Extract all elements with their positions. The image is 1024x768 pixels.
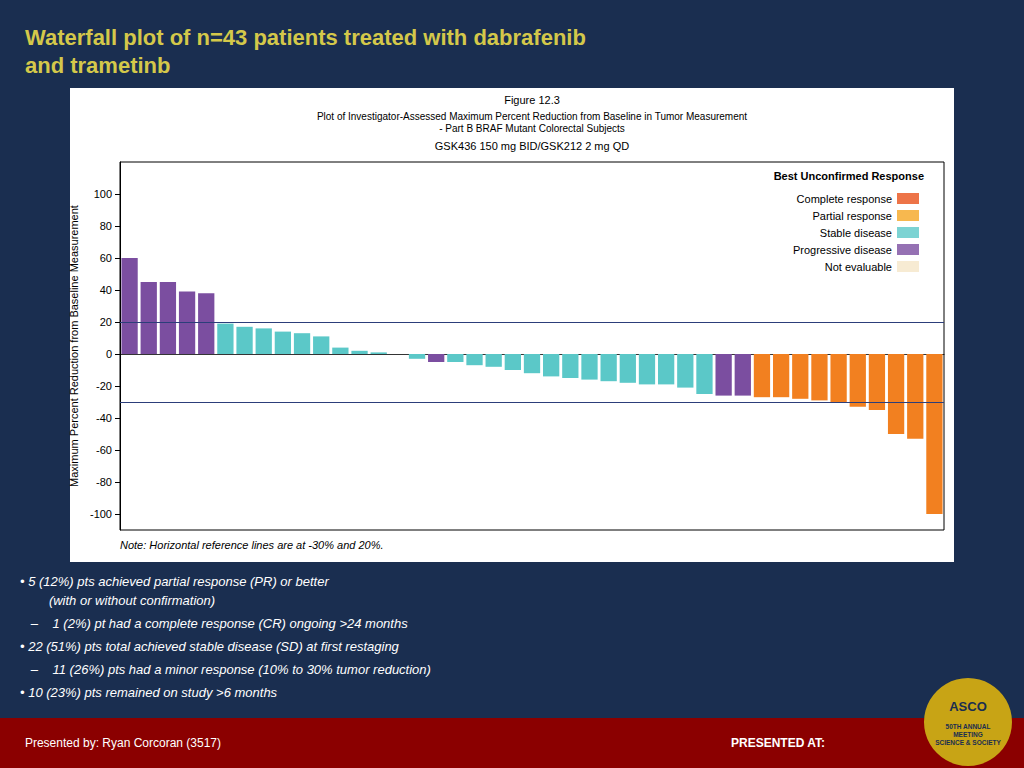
svg-text:- Part B BRAF Mutant Colorecta: - Part B BRAF Mutant Colorectal Subjects xyxy=(439,123,625,134)
svg-text:100: 100 xyxy=(94,188,112,200)
svg-text:• 10 (23%) pts remained on stu: • 10 (23%) pts remained on study >6 mont… xyxy=(20,685,278,700)
svg-text:Maximum Percent Reduction from: Maximum Percent Reduction from Baseline … xyxy=(68,205,80,487)
svg-text:50TH ANNUAL: 50TH ANNUAL xyxy=(946,723,991,730)
svg-text:Best Unconfirmed Response: Best Unconfirmed Response xyxy=(774,170,924,182)
svg-text:Figure 12.3: Figure 12.3 xyxy=(504,94,560,106)
svg-text:• 22 (51%) pts total achieved: • 22 (51%) pts total achieved stable dis… xyxy=(20,639,400,654)
svg-text:-20: -20 xyxy=(96,380,112,392)
svg-text:MEETING: MEETING xyxy=(953,731,983,738)
svg-text:– 11 (26%) pts had a minor: – 11 (26%) pts had a minor response (10%… xyxy=(20,662,431,677)
svg-text:SCIENCE & SOCIETY: SCIENCE & SOCIETY xyxy=(935,739,1001,746)
svg-text:PRESENTED AT:: PRESENTED AT: xyxy=(731,736,825,750)
svg-text:0: 0 xyxy=(106,348,112,360)
svg-text:(with or without confirmation): (with or without confirmation) xyxy=(20,593,215,608)
svg-text:Plot of Investigator-Assessed: Plot of Investigator-Assessed Maximum Pe… xyxy=(317,111,747,122)
svg-text:– 1 (2%) pt had a complete: – 1 (2%) pt had a complete response (CR)… xyxy=(20,616,408,631)
svg-text:and trametinb: and trametinb xyxy=(25,53,170,78)
svg-text:40: 40 xyxy=(100,284,112,296)
svg-text:-40: -40 xyxy=(96,412,112,424)
svg-text:-60: -60 xyxy=(96,444,112,456)
svg-text:60: 60 xyxy=(100,252,112,264)
svg-text:20: 20 xyxy=(100,316,112,328)
svg-text:Not evaluable: Not evaluable xyxy=(825,261,892,273)
svg-text:-100: -100 xyxy=(90,508,112,520)
svg-text:• 5 (12%) pts achieved partial: • 5 (12%) pts achieved partial response … xyxy=(20,574,329,589)
svg-text:Complete response: Complete response xyxy=(797,193,892,205)
svg-text:Stable disease: Stable disease xyxy=(820,227,892,239)
svg-text:Partial response: Partial response xyxy=(813,210,893,222)
svg-text:-80: -80 xyxy=(96,476,112,488)
svg-text:GSK436 150 mg BID/GSK212 2 mg: GSK436 150 mg BID/GSK212 2 mg QD xyxy=(435,140,629,152)
svg-text:Presented by: Ryan Corcoran (3: Presented by: Ryan Corcoran (3517) xyxy=(25,736,221,750)
svg-text:Waterfall plot of n=43 patient: Waterfall plot of n=43 patients treated … xyxy=(25,25,586,50)
svg-text:ASCO: ASCO xyxy=(949,699,987,714)
svg-text:80: 80 xyxy=(100,220,112,232)
svg-text:Progressive disease: Progressive disease xyxy=(793,244,892,256)
svg-text:Note: Horizontal reference lin: Note: Horizontal reference lines are at … xyxy=(120,539,384,551)
